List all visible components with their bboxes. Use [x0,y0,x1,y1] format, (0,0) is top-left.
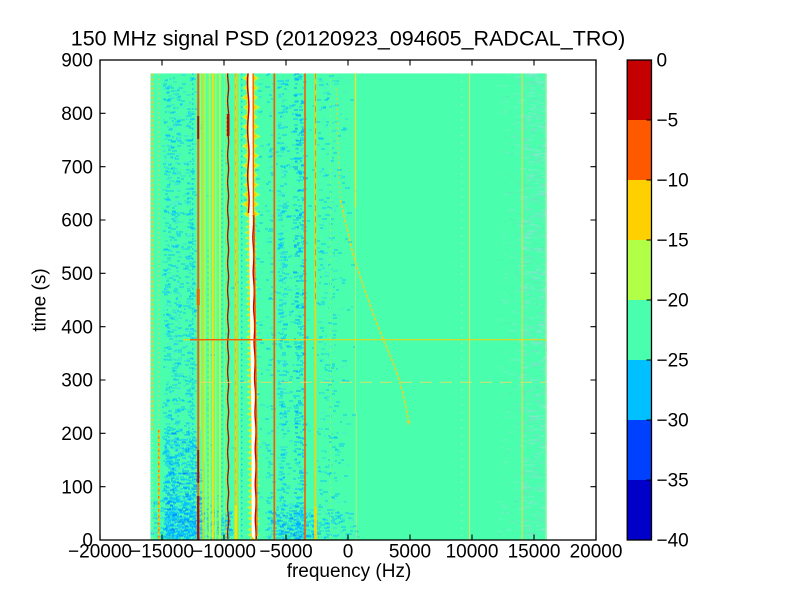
svg-text:200: 200 [61,424,93,445]
svg-text:−10: −10 [657,171,689,192]
svg-text:20000: 20000 [570,542,623,563]
svg-text:500: 500 [61,264,93,285]
svg-text:10000: 10000 [446,542,499,563]
svg-text:900: 900 [61,51,93,72]
svg-text:15000: 15000 [508,542,561,563]
svg-text:800: 800 [61,104,93,125]
svg-text:0: 0 [82,531,93,552]
svg-text:0: 0 [657,51,668,72]
svg-text:−20000: −20000 [68,542,132,563]
svg-text:frequency (Hz): frequency (Hz) [287,561,412,582]
svg-text:100: 100 [61,477,93,498]
svg-text:700: 700 [61,157,93,178]
svg-text:400: 400 [61,317,93,338]
svg-text:−25: −25 [657,351,689,372]
svg-text:5000: 5000 [389,542,431,563]
svg-text:600: 600 [61,211,93,232]
svg-text:−15000: −15000 [130,542,194,563]
svg-text:time (s): time (s) [30,268,51,331]
svg-text:−5000: −5000 [259,542,312,563]
svg-text:−30: −30 [657,411,689,432]
svg-text:0: 0 [343,542,354,563]
svg-text:300: 300 [61,371,93,392]
svg-text:150 MHz signal PSD (20120923_0: 150 MHz signal PSD (20120923_094605_RADC… [71,27,626,51]
svg-text:−5: −5 [657,111,679,132]
svg-text:−15: −15 [657,231,689,252]
svg-text:−20: −20 [657,291,689,312]
svg-text:−10000: −10000 [192,542,256,563]
svg-text:−40: −40 [657,531,689,552]
svg-text:−35: −35 [657,471,689,492]
